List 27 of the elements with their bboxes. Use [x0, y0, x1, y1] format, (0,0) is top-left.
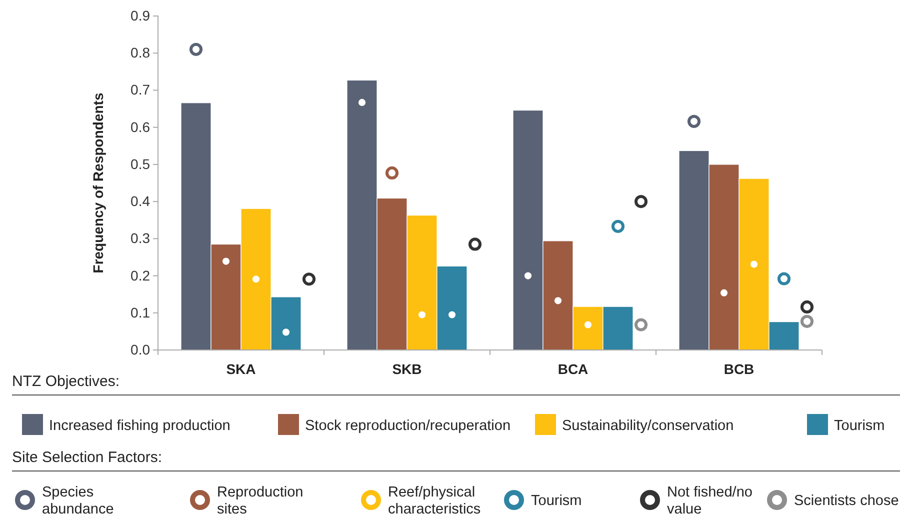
y-tick-label: 0.6: [130, 118, 150, 135]
x-tick-label: SKB: [392, 360, 422, 377]
legend-label: Tourism: [531, 493, 582, 509]
legend-label: Sustainability/conservation: [562, 418, 734, 434]
legend-label: Reproduction sites: [217, 484, 304, 518]
legend-label: Reef/physical characteristics: [388, 484, 481, 518]
x-tick-label: BCB: [724, 360, 754, 377]
y-tick-label: 0.3: [130, 230, 150, 246]
legend-label: Increased fishing production: [49, 418, 230, 434]
y-tick-label: 0.7: [130, 82, 150, 98]
x-tick-label: SKA: [226, 360, 256, 377]
y-tick-label: 0.5: [130, 156, 150, 172]
legend-label: Species abundance: [42, 484, 114, 518]
legend-label: Scientists chose: [794, 493, 899, 509]
y-tick-label: 0.0: [130, 341, 150, 358]
text: Site Selection Factors:: [12, 449, 162, 466]
legend-label: Not fished/no value: [667, 484, 752, 518]
text: NTZ Objectives:: [12, 373, 120, 390]
y-axis-title: Frequency of Respondents: [90, 92, 106, 274]
x-tick-label: BCA: [558, 360, 588, 377]
legend-label: Tourism: [834, 418, 885, 434]
y-tick-label: 0.4: [130, 193, 150, 210]
legend-label: Stock reproduction/recuperation: [305, 418, 511, 434]
y-tick-label: 0.9: [130, 7, 150, 24]
y-tick-label: 0.8: [130, 44, 150, 61]
y-tick-label: 0.2: [130, 267, 150, 284]
y-tick-label: 0.1: [130, 304, 150, 320]
